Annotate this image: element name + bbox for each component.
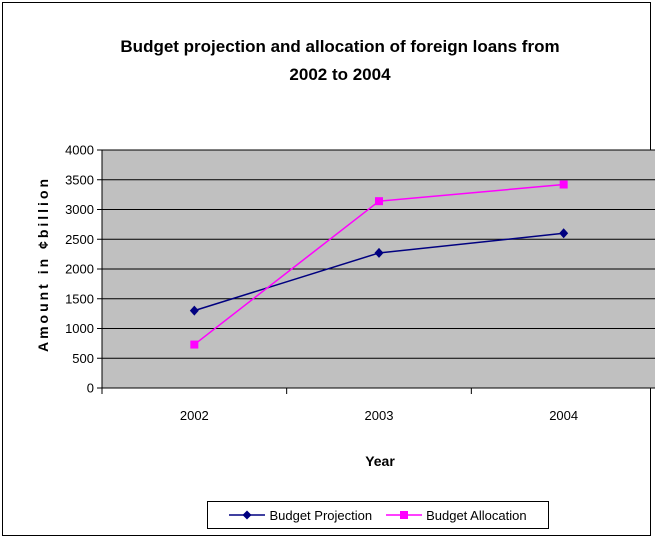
chart-title-line-2: 2002 to 2004: [289, 65, 391, 84]
x-tick-label: 2004: [549, 408, 578, 423]
data-point-square: [375, 197, 383, 206]
y-tick-label: 3500: [65, 172, 94, 187]
diamond-marker-icon: [229, 510, 266, 520]
legend-item-budget-projection: Budget Projection: [229, 508, 372, 523]
y-tick-label: 500: [72, 351, 94, 366]
legend: Budget Projection Budget Allocation: [207, 501, 549, 529]
data-point-diamond: [559, 228, 569, 239]
legend-label-budget-allocation: Budget Allocation: [426, 507, 527, 523]
y-tick-label: 4000: [65, 143, 94, 158]
data-point-diamond: [374, 247, 384, 258]
x-tick-label: 2003: [365, 408, 394, 423]
square-marker-icon: [386, 511, 423, 519]
legend-label-budget-projection: Budget Projection: [269, 507, 373, 523]
plot-area: 0 500 1000 1500 2000 2500 3000 3500 4000 2002 2003…: [65, 143, 655, 423]
x-tick-label: 2002: [180, 408, 209, 423]
chart-title-line-1: Budget projection and allocation of fore…: [120, 37, 559, 56]
y-tick-label: 1500: [65, 291, 94, 306]
y-tick-label: 2500: [65, 232, 94, 247]
y-tick-label: 3000: [65, 202, 94, 217]
data-point-square: [190, 340, 199, 349]
x-axis-title: Year: [365, 453, 395, 469]
y-tick-label: 2000: [65, 262, 94, 277]
legend-item-budget-allocation: Budget Allocation: [386, 507, 527, 523]
y-tick-label: 0: [87, 381, 94, 396]
data-point-square: [559, 180, 568, 189]
y-tick-label: 1000: [65, 321, 94, 336]
y-axis-title: Amount in ¢billion: [35, 176, 51, 352]
data-point-diamond: [189, 305, 199, 316]
